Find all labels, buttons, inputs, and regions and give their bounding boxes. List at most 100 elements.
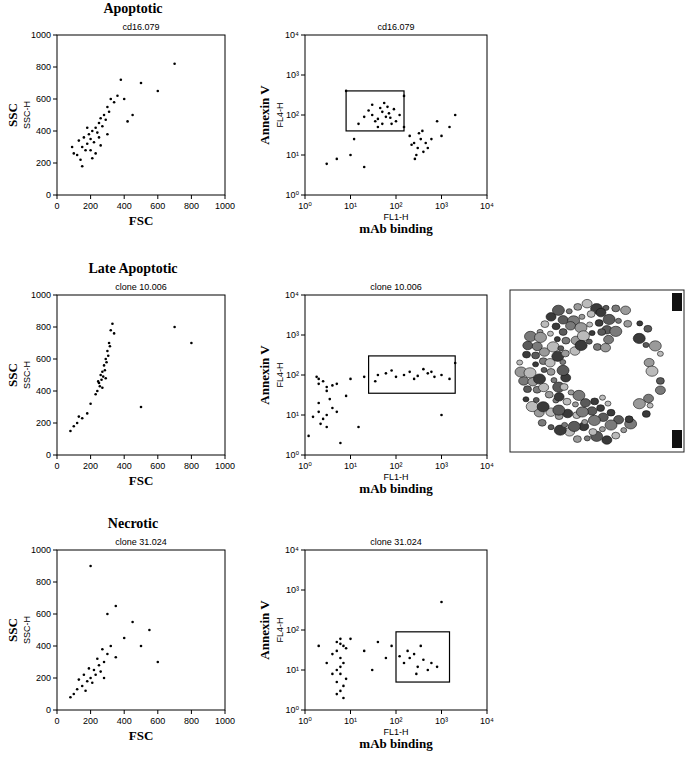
x-tick (487, 195, 488, 199)
x-tick (90, 195, 91, 199)
x-tick (441, 455, 442, 459)
y-label: SSC (5, 103, 20, 127)
event-dot (349, 638, 352, 641)
x-tick-label: 10² (389, 716, 402, 726)
plot-title: clone 31.024 (370, 537, 422, 547)
event-dot (383, 102, 386, 105)
y-label: SSC (5, 363, 20, 387)
event-dot (109, 329, 112, 332)
event-dot (389, 117, 392, 120)
event-dot (331, 384, 334, 387)
cell (655, 386, 665, 395)
cell (647, 403, 653, 408)
x-tick-label: 10⁰ (298, 461, 312, 471)
x-tick-label: 200 (83, 716, 98, 726)
event-dot (422, 151, 425, 154)
panel: Necroticclone 31.02402004006008001000020… (5, 516, 235, 743)
x-tick (350, 710, 351, 714)
cell (562, 422, 568, 427)
event-dot (415, 154, 418, 157)
y-tick (301, 630, 305, 631)
event-dot (345, 395, 348, 398)
event-dot (96, 658, 99, 661)
x-tick-label: 10⁰ (298, 201, 312, 211)
y-label: Annexin V (257, 600, 272, 660)
event-dot (419, 645, 422, 648)
cell (621, 428, 627, 433)
event-dot (113, 332, 116, 335)
event-dot (83, 674, 86, 677)
x-tick-label: 800 (184, 201, 199, 211)
event-dot (416, 375, 419, 378)
event-dot (339, 638, 342, 641)
event-dot (433, 376, 436, 379)
event-dot (336, 681, 339, 684)
cell (547, 331, 553, 336)
y-tick (53, 195, 57, 196)
x-tick (487, 710, 488, 714)
event-dot (336, 383, 339, 386)
y-channel: FL4-H (275, 362, 285, 387)
event-dot (86, 680, 89, 683)
event-dot (94, 152, 97, 155)
event-dot (395, 120, 398, 123)
cell (523, 397, 529, 402)
event-dot (363, 166, 366, 169)
plot-title: clone 10.006 (370, 282, 422, 292)
cell (607, 409, 615, 416)
cell (552, 305, 564, 315)
event-dot (88, 667, 91, 670)
event-dot (108, 111, 111, 114)
event-dot (319, 423, 322, 426)
plot-frame (57, 35, 225, 195)
event-dot (363, 116, 366, 119)
event-dot (76, 422, 79, 425)
cell (599, 427, 605, 432)
event-dot (106, 133, 109, 136)
x-tick (157, 455, 158, 459)
event-dot (430, 662, 433, 665)
event-dot (317, 378, 320, 381)
cell (562, 337, 570, 344)
event-dot (374, 380, 377, 383)
event-dot (379, 107, 382, 110)
event-dot (339, 657, 342, 660)
event-dot (448, 378, 451, 381)
event-dot (84, 149, 87, 152)
x-label: mAb binding (359, 481, 433, 496)
event-dot (371, 114, 374, 117)
event-dot (413, 378, 416, 381)
cell (600, 395, 606, 400)
event-dot (104, 119, 107, 122)
y-tick-label: 10¹ (286, 665, 299, 675)
cell (535, 332, 547, 342)
y-tick-label: 1000 (31, 290, 51, 300)
event-dot (430, 138, 433, 141)
event-dot (123, 98, 126, 101)
event-dot (410, 143, 413, 146)
y-tick-label: 10³ (286, 585, 299, 595)
event-dot (103, 677, 106, 680)
event-dot (99, 117, 102, 120)
event-dot (331, 653, 334, 656)
cell (559, 329, 567, 336)
cell (582, 419, 588, 424)
event-dot (408, 657, 411, 660)
y-tick-label: 600 (36, 94, 51, 104)
event-dot (96, 131, 99, 134)
event-dot (436, 666, 439, 669)
event-dot (398, 114, 401, 117)
x-tick (157, 195, 158, 199)
x-tick-label: 0 (54, 461, 59, 471)
event-dot (385, 372, 388, 375)
plot-title: clone 10.006 (115, 282, 167, 292)
y-tick-label: 10⁴ (285, 545, 299, 555)
x-tick-label: 600 (150, 716, 165, 726)
event-dot (395, 376, 398, 379)
event-dot (363, 650, 366, 653)
x-tick (350, 455, 351, 459)
event-dot (390, 645, 393, 648)
event-dot (100, 379, 103, 382)
event-dot (78, 415, 81, 418)
event-dot (325, 163, 328, 166)
